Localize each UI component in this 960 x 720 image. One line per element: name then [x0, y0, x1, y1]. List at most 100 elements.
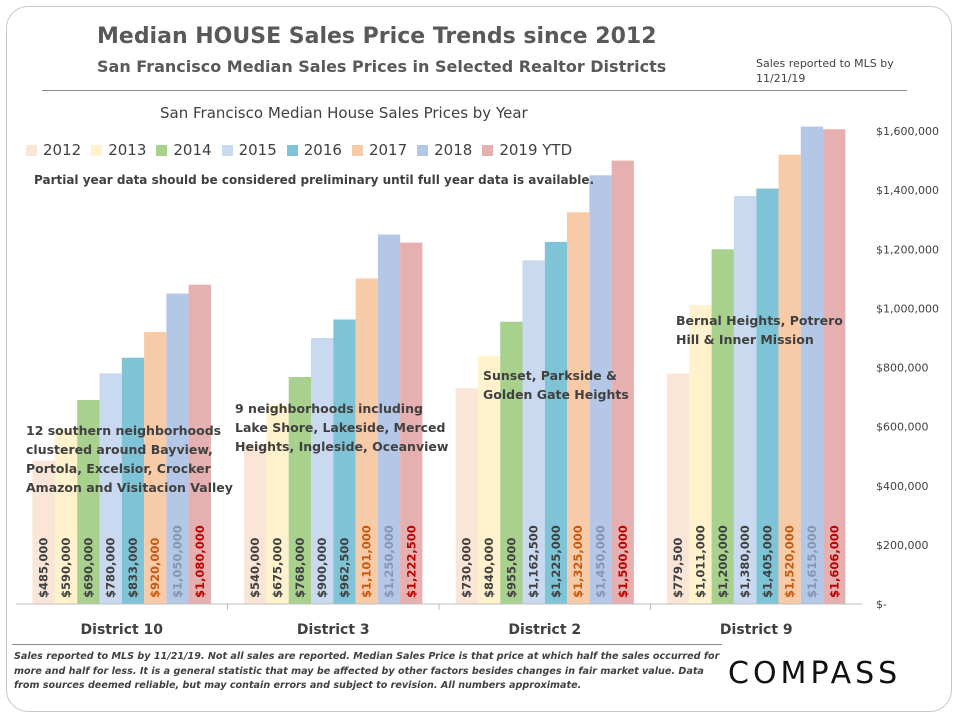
legend-item: 2015 — [221, 141, 277, 159]
bar — [377, 234, 401, 604]
bar — [711, 249, 734, 605]
district-annotation: Sunset, Parkside & Golden Gate Heights — [483, 368, 629, 402]
bar-value-label: $1,615,000 — [805, 525, 819, 598]
bar — [77, 400, 100, 604]
y-tick-label: $600,000 — [876, 421, 929, 434]
chart-legend: 2012 2013 2014 2015 2016 2017 2018 2019 … — [26, 140, 582, 160]
y-tick-label: $1,000,000 — [876, 302, 939, 315]
y-tick-label: $1,200,000 — [876, 243, 939, 256]
reported-note: Sales reported to MLS by 11/21/19 — [756, 57, 894, 85]
legend-label: 2016 — [303, 141, 342, 159]
page-subtitle: San Francisco Median Sales Prices in Sel… — [97, 57, 667, 76]
bar-value-label: $833,000 — [126, 538, 140, 598]
legend-item: 2012 — [26, 141, 81, 159]
bar — [455, 388, 478, 604]
bar — [544, 241, 568, 604]
legend-label: 2014 — [173, 141, 212, 159]
bar-value-label: $1,080,000 — [193, 525, 207, 598]
legend-swatch — [156, 144, 168, 156]
page-title: Median HOUSE Sales Price Trends since 20… — [97, 24, 657, 49]
bar-value-label: $730,000 — [460, 538, 474, 598]
bar-value-label: $1,450,000 — [594, 525, 608, 598]
category-label: District 9 — [720, 622, 793, 638]
legend-label: 2015 — [238, 141, 277, 159]
bar-value-label: $675,000 — [271, 538, 285, 598]
legend-swatch — [26, 144, 37, 156]
district-annotation: 9 neighborhoods including Lake Shore, La… — [235, 401, 449, 454]
bar-value-label: $955,000 — [504, 538, 518, 598]
bar-value-label: $962,500 — [337, 538, 351, 598]
bar — [188, 284, 211, 604]
header-divider — [42, 90, 907, 91]
bar-value-label: $1,380,000 — [738, 525, 752, 598]
bar — [500, 321, 523, 604]
legend-item: 2016 — [286, 141, 342, 159]
category-label: District 3 — [297, 622, 370, 638]
bar-value-label: $1,225,000 — [549, 525, 563, 598]
y-tick-label: $400,000 — [876, 480, 929, 493]
y-tick-label: $1,600,000 — [876, 125, 939, 138]
bar — [54, 429, 78, 604]
legend-item: 2014 — [156, 141, 212, 159]
bar-value-label: $540,000 — [248, 538, 262, 598]
bar — [266, 404, 289, 604]
legend-label: 2013 — [108, 141, 147, 159]
bar-value-label: $779,500 — [671, 538, 685, 598]
bar-value-label: $840,000 — [482, 538, 496, 598]
bar-value-label: $780,000 — [104, 538, 118, 598]
legend-label: 2019 YTD — [499, 141, 573, 159]
bar — [756, 188, 779, 604]
legend-item: 2013 — [91, 141, 146, 159]
legend-swatch — [221, 144, 233, 156]
bar — [400, 242, 423, 604]
bar-value-label: $900,000 — [315, 538, 329, 598]
bar-value-label: $1,606,000 — [827, 525, 841, 598]
bar — [733, 196, 757, 604]
legend-swatch — [286, 144, 298, 156]
bar — [689, 305, 712, 604]
bar — [166, 293, 189, 604]
legend-item: 2018 — [417, 141, 472, 159]
bar-value-label: $590,000 — [59, 538, 73, 598]
bar — [823, 129, 846, 604]
bar — [32, 460, 55, 604]
bar — [99, 373, 122, 604]
legend-swatch — [351, 144, 363, 156]
legend-label: 2012 — [43, 141, 82, 159]
bar-value-label: $1,520,000 — [783, 525, 797, 598]
bar-value-label: $485,000 — [37, 538, 51, 598]
bar-value-label: $1,101,000 — [360, 525, 374, 598]
bar-value-label: $1,011,000 — [694, 525, 708, 598]
bar-value-label: $1,222,500 — [404, 525, 418, 598]
bar-value-label: $920,000 — [148, 538, 162, 598]
footnote: Sales reported to MLS by 11/21/19. Not a… — [14, 651, 720, 691]
legend-label: 2018 — [434, 141, 473, 159]
category-label: District 2 — [508, 622, 581, 638]
bar — [477, 355, 501, 604]
footer-divider — [12, 644, 722, 645]
category-label: District 10 — [81, 622, 164, 638]
legend-item: 2019 YTD — [482, 141, 572, 159]
legend-swatch — [482, 144, 494, 156]
district-annotation: Bernal Heights, Potrero Hill & Inner Mis… — [676, 313, 843, 347]
bar-value-label: $1,200,000 — [716, 525, 730, 598]
y-tick-label: $1,400,000 — [876, 184, 939, 197]
bar — [667, 373, 690, 604]
bar-value-label: $690,000 — [81, 538, 95, 598]
legend-swatch — [417, 144, 429, 156]
y-tick-label: $200,000 — [876, 539, 929, 552]
bar-value-label: $1,325,000 — [571, 525, 585, 598]
bar-value-label: $1,405,000 — [760, 525, 774, 598]
bar-value-label: $1,050,000 — [171, 525, 185, 598]
bar — [589, 175, 612, 605]
bar — [522, 260, 545, 604]
bar-value-label: $1,162,500 — [527, 525, 541, 598]
bar — [567, 212, 590, 605]
bar — [144, 332, 167, 604]
bar — [333, 319, 356, 604]
bar — [778, 154, 801, 604]
bar — [611, 160, 634, 604]
legend-swatch — [91, 144, 103, 156]
y-tick-label: $800,000 — [876, 362, 929, 375]
